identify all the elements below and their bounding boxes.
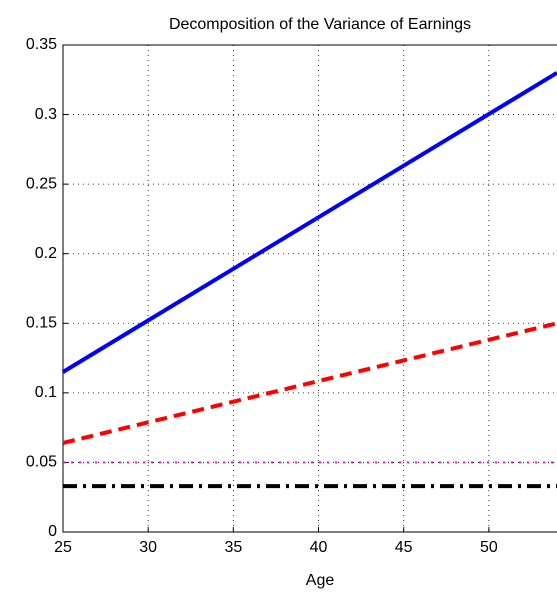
y-tick-label: 0.15 (26, 315, 57, 332)
y-tick-label: 0.3 (35, 106, 57, 123)
x-tick-label: 30 (139, 539, 157, 556)
series-line (61, 71, 557, 374)
x-axis-label: Age (306, 572, 335, 589)
chart-title: Decomposition of the Variance of Earning… (169, 16, 471, 33)
y-tick-label: 0.1 (35, 384, 57, 401)
y-tick-label: 0.2 (35, 245, 57, 262)
series-line (62, 321, 557, 445)
x-tick-label: 25 (54, 539, 72, 556)
x-tick-label: 45 (395, 539, 413, 556)
y-tick-label: 0.35 (26, 36, 57, 53)
y-tick-label: 0.25 (26, 175, 57, 192)
axes-frame (62, 44, 557, 533)
x-tick-label: 40 (310, 539, 328, 556)
y-tick-label: 0.05 (26, 454, 57, 471)
y-tick-label: 0 (48, 523, 57, 540)
x-tick-label: 35 (224, 539, 242, 556)
x-tick-label: 50 (480, 539, 498, 556)
